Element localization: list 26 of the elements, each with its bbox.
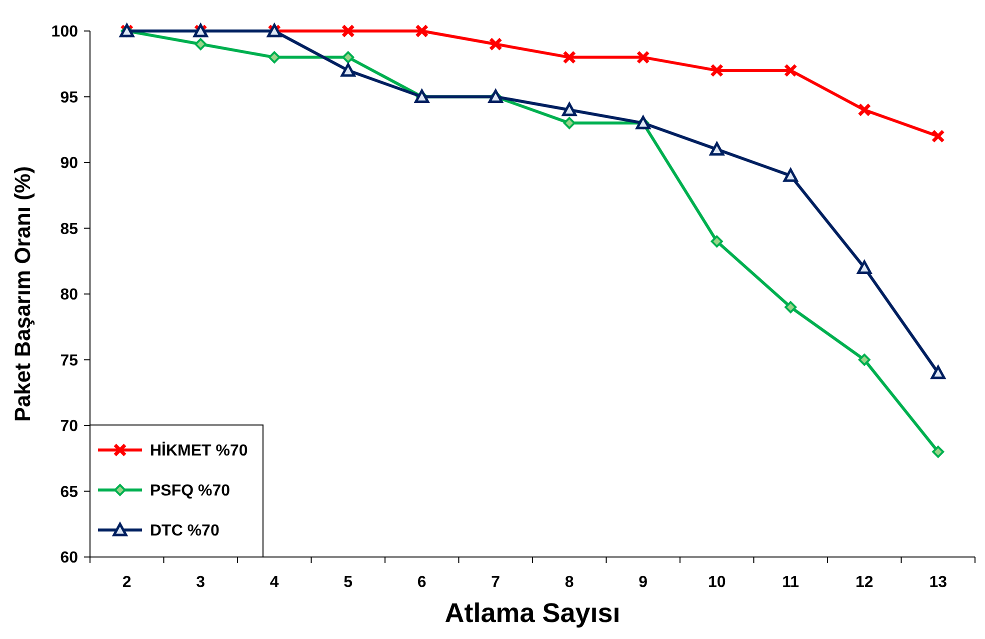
legend-label: HİKMET %70 xyxy=(150,442,248,460)
y-tick-label: 85 xyxy=(60,220,78,238)
x-tick-label: 7 xyxy=(491,574,500,591)
x-tick-label: 8 xyxy=(564,574,574,591)
x-tick-label: 6 xyxy=(417,574,426,591)
legend-label: DTC %70 xyxy=(150,522,220,540)
y-tick-label: 80 xyxy=(60,286,78,304)
y-tick-label: 70 xyxy=(60,418,78,436)
y-tick-label: 100 xyxy=(51,24,78,41)
x-tick-label: 3 xyxy=(196,574,206,591)
y-axis-title: Paket Başarım Oranı (%) xyxy=(10,166,35,422)
y-tick-label: 60 xyxy=(60,550,78,567)
x-tick-label: 10 xyxy=(708,574,726,591)
y-tick-label: 65 xyxy=(60,484,78,501)
x-tick-label: 4 xyxy=(270,574,279,591)
y-tick-label: 95 xyxy=(60,89,78,106)
x-tick-label: 12 xyxy=(855,574,874,591)
y-tick-label: 90 xyxy=(60,155,78,172)
x-tick-label: 9 xyxy=(638,574,648,591)
x-tick-label: 2 xyxy=(122,574,132,591)
x-tick-label: 5 xyxy=(344,574,353,591)
x-tick-label: 11 xyxy=(782,574,800,591)
x-axis-title: Atlama Sayısı xyxy=(444,598,620,628)
y-tick-label: 75 xyxy=(60,352,78,370)
legend-label: PSFQ %70 xyxy=(150,482,230,500)
x-tick-label: 13 xyxy=(929,574,948,591)
